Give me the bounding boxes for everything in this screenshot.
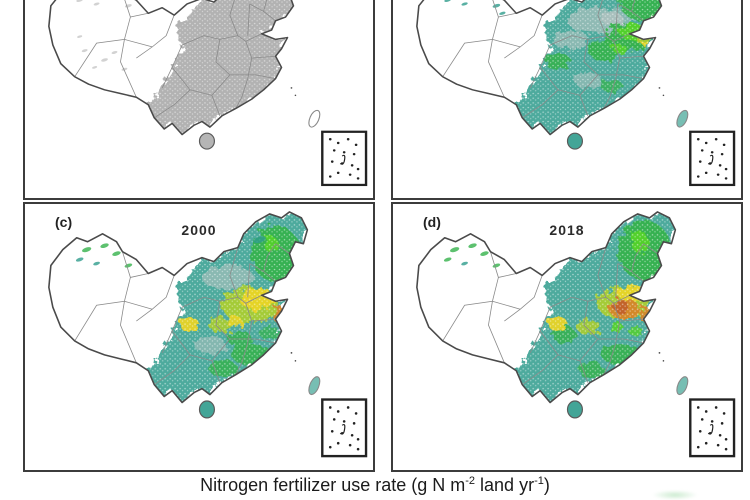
china-map-2000 — [25, 204, 373, 470]
hainan-island — [198, 400, 216, 419]
west-speckles — [75, 236, 266, 268]
china-map-svg — [48, 0, 368, 187]
coastal-islet — [662, 94, 665, 97]
south-china-sea-inset — [689, 130, 736, 187]
figure-caption: Nitrogen fertilizer use rate (g N m-2 la… — [0, 475, 750, 496]
province-borders — [442, 243, 658, 385]
china-outline — [416, 0, 663, 136]
panel-bottom-right: (d) 2018 — [391, 202, 743, 472]
hainan-island — [198, 132, 216, 150]
fertilizer-rate-fill — [148, 211, 308, 403]
west-speckles — [76, 0, 132, 71]
caption-text: land yr — [475, 475, 535, 495]
china-map-gray — [25, 0, 373, 198]
coastal-islet — [290, 351, 293, 354]
fertilizer-rate-fill — [516, 0, 676, 135]
china-map-svg — [416, 0, 736, 187]
taiwan-island — [308, 376, 321, 396]
fertilizer-rate-fill — [148, 0, 308, 135]
panel-year: 2000 — [181, 222, 217, 238]
panel-year: 2018 — [549, 222, 585, 238]
province-borders — [74, 0, 276, 119]
caption-superscript: -2 — [465, 475, 476, 487]
coastal-islet — [294, 94, 297, 97]
panel-top-right — [391, 0, 743, 200]
caption-text: Nitrogen fertilizer use rate (g N m — [200, 475, 466, 495]
taiwan-island — [676, 376, 689, 396]
coastal-islet — [662, 360, 665, 362]
panel-label: (c) — [55, 214, 73, 230]
coastal-islet — [290, 87, 293, 89]
south-china-sea-inset — [689, 398, 736, 458]
taiwan-island — [676, 109, 689, 128]
china-outline — [48, 211, 309, 404]
south-china-sea-inset — [321, 130, 368, 187]
west-speckles — [444, 0, 506, 15]
province-borders — [442, 0, 644, 119]
china-map-svg — [48, 211, 368, 458]
china-outline — [48, 0, 295, 136]
panel-label: (d) — [423, 214, 441, 230]
hainan-island — [566, 400, 584, 419]
china-outline — [416, 211, 677, 404]
south-china-sea-inset — [321, 398, 368, 458]
legend-smudge — [652, 490, 698, 500]
coastal-islet — [294, 360, 297, 362]
china-map-svg — [416, 211, 736, 458]
panel-top-left — [23, 0, 375, 200]
caption-superscript: -1 — [534, 475, 544, 487]
taiwan-island — [308, 109, 321, 128]
province-borders — [74, 243, 290, 385]
caption-text: ) — [543, 475, 550, 495]
coastal-islet — [658, 351, 661, 354]
hainan-island — [566, 132, 584, 150]
china-map-2018 — [393, 204, 741, 470]
coastal-islet — [658, 87, 661, 89]
panel-bottom-left: (c) 2000 — [23, 202, 375, 472]
china-map-colored-early — [393, 0, 741, 198]
